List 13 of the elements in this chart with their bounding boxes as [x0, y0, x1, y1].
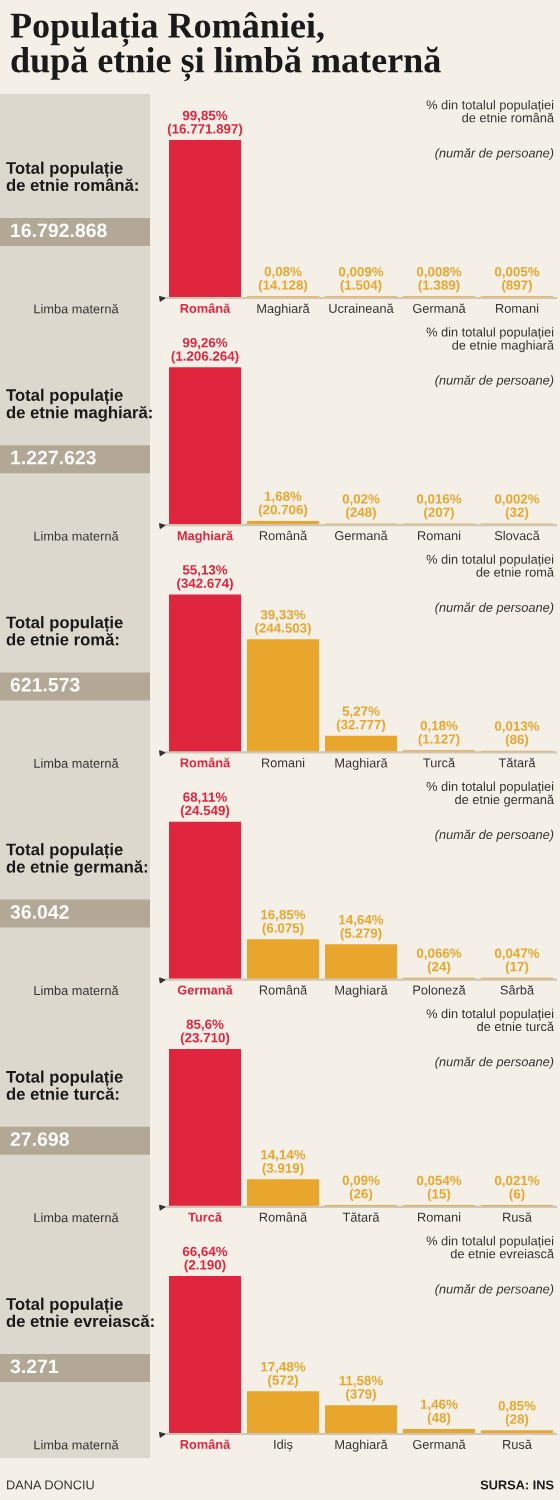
- text: 16.792.868: [11, 223, 107, 238]
- text: Total populație de etnie română:: [6, 161, 138, 192]
- text: Total populație de etnie romă:: [6, 616, 123, 646]
- text: 1.227.623: [11, 450, 96, 465]
- text: 621.573: [10, 677, 80, 692]
- text: Total populație de etnie evreiască:: [6, 1297, 154, 1328]
- text: Total populație de etnie turcă:: [6, 1070, 123, 1100]
- text: 27.698: [10, 1132, 69, 1147]
- chart-title: Populația României, după etnie și limbă maternă: [10, 12, 441, 82]
- text: 36.042: [10, 905, 69, 919]
- text: Total populație de etnie maghiară:: [6, 388, 152, 422]
- text: Total populație de etnie germană:: [6, 843, 148, 877]
- text: 3.271: [10, 1359, 59, 1374]
